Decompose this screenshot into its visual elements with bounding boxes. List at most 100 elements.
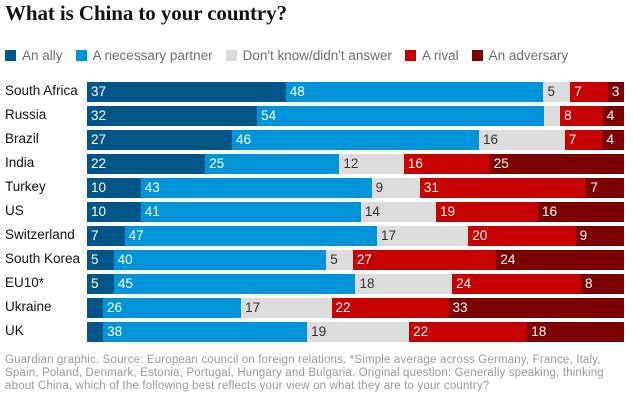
bar-value-label: 9 <box>579 228 588 243</box>
legend-label: A rival <box>421 48 459 63</box>
bar-row: Brazil 27 46 16 7 4 <box>0 130 633 150</box>
legend-swatch <box>471 50 483 61</box>
legend-label: An ally <box>22 48 63 63</box>
bar-value-label: 26 <box>106 300 122 315</box>
bar-segment-an-ally: 32 <box>87 106 258 126</box>
stacked-bar: 7 47 17 20 9 <box>87 226 624 246</box>
bar-value-label: 16 <box>542 204 558 219</box>
bar-value-label: 14 <box>364 204 380 219</box>
bar-value-label: 7 <box>568 132 577 147</box>
bar-segment-a-necessary-partner: 40 <box>113 250 327 270</box>
bar-value-label: 5 <box>547 84 555 99</box>
bar-segment-an-adversary: 18 <box>527 322 624 342</box>
stacked-bar: 32 54 8 4 <box>87 106 624 126</box>
bar-value-label: 7 <box>91 228 99 243</box>
bar-row: Switzerland 7 47 17 20 9 <box>0 226 633 246</box>
bar-segment-an-ally: 10 <box>87 178 141 198</box>
bar-segment-a-rival: 8 <box>560 106 603 126</box>
country-label: EU10* <box>5 275 45 290</box>
bar-value-label: 46 <box>235 132 252 147</box>
bar-row: Russia 32 54 8 4 <box>0 106 633 126</box>
bar-value-label: 41 <box>144 204 160 219</box>
bar-segment-an-ally: 7 <box>87 226 125 246</box>
bar-value-label: 4 <box>606 132 614 147</box>
bar-segment-a-rival: 22 <box>409 322 528 342</box>
bar-segment-a-rival: 19 <box>436 202 539 222</box>
bar-segment-a-necessary-partner: 46 <box>231 130 479 150</box>
bar-value-label: 18 <box>359 276 375 291</box>
bar-value-label: 24 <box>500 252 516 267</box>
bar-value-label: 37 <box>91 84 107 99</box>
bar-segment-a-necessary-partner: 45 <box>113 274 356 294</box>
legend-label: Don't know/didn't answer <box>242 48 392 63</box>
bar-value-label: 33 <box>452 300 468 315</box>
bar-value-label: 19 <box>440 204 456 219</box>
bar-value-label: 32 <box>91 108 107 123</box>
stacked-bar: 27 46 16 7 4 <box>87 130 624 150</box>
bar-segment-a-rival: 7 <box>570 82 608 102</box>
bar-value-label: 17 <box>380 228 396 243</box>
legend-item: An ally <box>5 48 63 63</box>
bar-value-label: 16 <box>407 156 423 171</box>
bar-segment-an-ally: 37 <box>87 82 286 102</box>
bar-segment-an-adversary: 33 <box>448 298 624 318</box>
bar-value-label: 22 <box>91 156 107 171</box>
legend-item: An adversary <box>471 48 568 63</box>
bar-segment-a-necessary-partner: 48 <box>285 82 544 102</box>
source-note-line: Spain, Poland, Denmark, Estonia, Portuga… <box>5 367 604 379</box>
bar-value-label: 20 <box>472 228 488 243</box>
bar-value-label: 25 <box>493 156 509 171</box>
bar-segment-an-adversary: 8 <box>581 274 624 294</box>
source-note: Guardian graphic. Source: European counc… <box>5 354 633 393</box>
bar-segment-don-t-know-didn-t-answer: 18 <box>355 274 453 294</box>
bar-value-label: 5 <box>91 276 99 291</box>
stacked-bar: 26 17 22 33 <box>87 298 624 318</box>
bar-segment-don-t-know-didn-t-answer: 17 <box>241 298 332 318</box>
bar-value-label: 22 <box>413 324 429 339</box>
bar-segment-an-ally <box>87 298 103 318</box>
bar-segment-don-t-know-didn-t-answer: 14 <box>360 202 437 222</box>
bar-segment-a-rival: 27 <box>352 250 497 270</box>
country-label: Brazil <box>5 131 39 146</box>
legend-swatch <box>225 50 237 61</box>
legend-item: Don't know/didn't answer <box>225 48 392 63</box>
bar-segment-don-t-know-didn-t-answer: 19 <box>307 322 410 342</box>
stacked-bar: 10 41 14 19 16 <box>87 202 624 222</box>
bar-segment-an-adversary: 16 <box>538 202 624 222</box>
bar-value-label: 8 <box>585 276 593 291</box>
bar-segment-an-ally: 5 <box>87 274 114 294</box>
bar-value-label: 8 <box>564 108 572 123</box>
bar-segment-don-t-know-didn-t-answer <box>544 106 561 126</box>
bar-segment-an-adversary: 3 <box>607 82 624 102</box>
source-note-line: Guardian graphic. Source: European counc… <box>5 354 601 366</box>
legend-swatch <box>5 50 16 61</box>
country-label: Ukraine <box>5 299 52 314</box>
bar-segment-a-necessary-partner: 26 <box>102 298 242 318</box>
bar-value-label: 7 <box>574 84 582 99</box>
bar-value-label: 25 <box>209 156 225 171</box>
bar-row: US 10 41 14 19 16 <box>0 202 633 222</box>
bar-row: Turkey 10 43 9 31 7 <box>0 178 633 198</box>
country-label: US <box>5 203 24 218</box>
country-label: Turkey <box>5 179 46 194</box>
bar-value-label: 27 <box>91 132 107 147</box>
bar-segment-a-rival: 20 <box>468 226 576 246</box>
bar-segment-a-rival: 31 <box>419 178 587 198</box>
country-label: UK <box>5 323 24 338</box>
bar-row: UK 38 19 22 18 <box>0 322 633 342</box>
stacked-bar: 5 40 5 27 24 <box>87 250 624 270</box>
country-label: South Africa <box>5 83 78 98</box>
bar-segment-an-ally: 5 <box>87 250 114 270</box>
bar-value-label: 7 <box>590 180 598 195</box>
bar-segment-a-rival: 22 <box>331 298 449 318</box>
bar-row: South Africa 37 48 5 7 3 <box>0 82 633 102</box>
bar-segment-an-adversary: 7 <box>586 178 624 198</box>
bar-value-label: 24 <box>456 276 472 291</box>
chart-title: What is China to your country? <box>5 1 287 25</box>
bar-segment-an-ally: 22 <box>87 154 206 174</box>
legend-item: A rival <box>404 48 459 63</box>
bar-segment-an-adversary: 24 <box>496 250 624 270</box>
bar-segment-a-necessary-partner: 25 <box>205 154 340 174</box>
bar-segment-don-t-know-didn-t-answer: 16 <box>479 130 565 150</box>
